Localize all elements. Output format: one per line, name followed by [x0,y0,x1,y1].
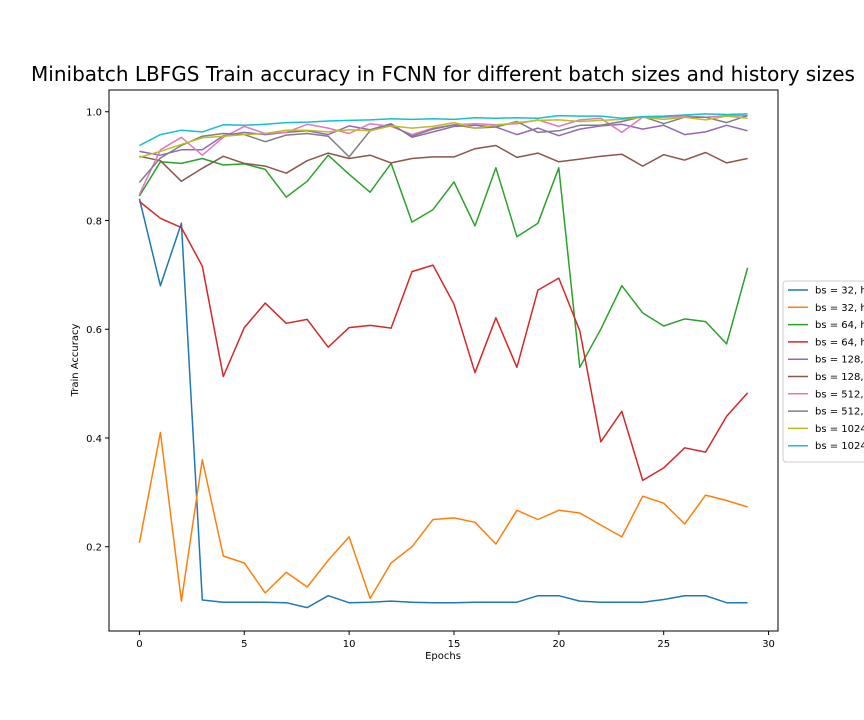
series-line-10 [139,113,748,147]
x-tick-label: 25 [657,639,670,650]
series-line-9 [139,115,748,159]
series-line-5 [139,122,748,156]
y-tick-label: 0.4 [86,434,102,445]
legend-label: bs = 64, h [815,337,864,348]
x-tick-label: 10 [343,639,356,650]
axes-frame [108,89,779,632]
legend-label: bs = 1024 [815,424,864,435]
legend-label: bs = 1024 [815,441,864,452]
legend-label: bs = 32, h [815,303,864,314]
x-tick-label: 15 [448,639,461,650]
tick-group: 0 5 10 15 20 25 30 0.2 0.4 0.6 0.8 1.0 [86,108,775,650]
y-tick-label: 0.8 [86,216,102,227]
chart-title: Minibatch LBFGS Train accuracy in FCNN f… [31,62,855,86]
y-axis-label: Train Accuracy [70,324,81,398]
legend-box [782,280,864,463]
x-tick-label: 30 [762,639,775,650]
y-tick-label: 0.2 [86,543,102,554]
y-tick-label: 0.6 [86,325,102,336]
legend-label: bs = 32, h [815,286,864,297]
series-group [138,113,749,609]
series-line-3 [138,154,749,369]
legend-label: bs = 64, h [815,320,864,331]
x-tick-label: 5 [241,639,247,650]
legend: bs = 32, h bs = 32, h bs = 64, h bs = 64, h… [782,280,864,463]
y-tick-label: 1.0 [86,108,102,119]
legend-label: bs = 512, [815,389,864,400]
series-line-6 [139,144,748,183]
legend-label: bs = 128, [815,372,864,383]
series-line-4 [138,200,749,482]
legend-label: bs = 128, [815,355,864,366]
x-tick-label: 20 [552,639,565,650]
x-axis-label: Epochs [425,651,461,662]
x-tick-label: 0 [136,639,142,650]
series-line-1 [138,198,748,609]
legend-label: bs = 512, [815,407,864,418]
series-line-2 [138,431,748,602]
plot-area [108,89,779,632]
